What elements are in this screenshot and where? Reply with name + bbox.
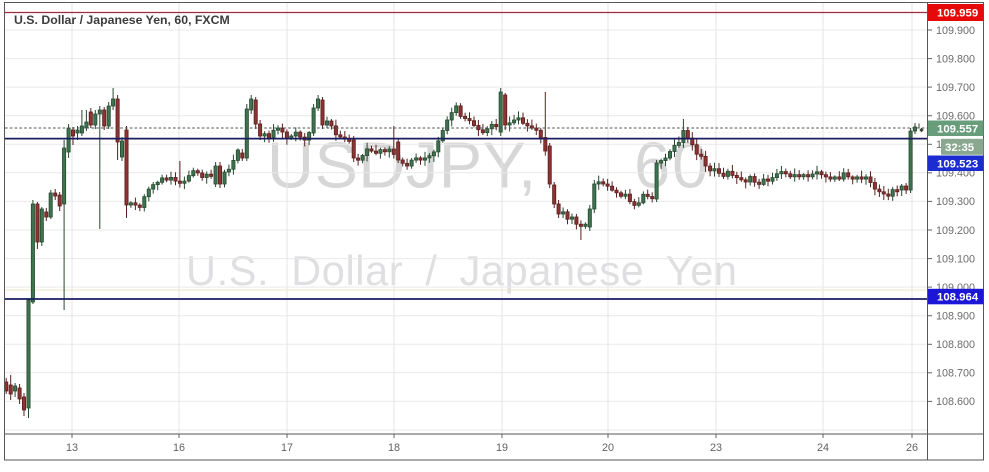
svg-text:19: 19 — [496, 442, 508, 454]
svg-text:24: 24 — [817, 442, 829, 454]
svg-text:108.900: 108.900 — [936, 311, 975, 323]
svg-text:26: 26 — [906, 442, 918, 454]
svg-text:109.700: 109.700 — [936, 82, 975, 94]
svg-text:109.900: 109.900 — [936, 25, 975, 37]
svg-text:109.959: 109.959 — [937, 8, 978, 20]
svg-text:U.S. Dollar / Japanese Yen, 60: U.S. Dollar / Japanese Yen, 60, FXCM — [14, 13, 230, 27]
svg-text:108.964: 108.964 — [937, 292, 979, 304]
svg-text:16: 16 — [173, 442, 185, 454]
svg-text:USDJPY,: USDJPY, — [267, 129, 537, 202]
svg-text:17: 17 — [281, 442, 293, 454]
svg-text:18: 18 — [388, 442, 400, 454]
svg-text:108.700: 108.700 — [936, 368, 975, 380]
svg-text:109.557: 109.557 — [937, 123, 978, 135]
svg-text:23: 23 — [710, 442, 722, 454]
svg-text:20: 20 — [602, 442, 614, 454]
svg-text:109.800: 109.800 — [936, 53, 975, 65]
svg-text:13: 13 — [66, 442, 78, 454]
svg-text:108.600: 108.600 — [936, 396, 975, 408]
svg-text:109.100: 109.100 — [936, 253, 975, 265]
svg-text:60: 60 — [634, 129, 710, 202]
svg-text:108.800: 108.800 — [936, 339, 975, 351]
svg-text:109.600: 109.600 — [936, 111, 975, 123]
svg-text:32:35: 32:35 — [945, 142, 975, 154]
svg-text:109.200: 109.200 — [936, 225, 975, 237]
svg-text:109.300: 109.300 — [936, 196, 975, 208]
svg-text:109.523: 109.523 — [937, 158, 978, 170]
svg-text:U.S. Dollar / Japanese Yen: U.S. Dollar / Japanese Yen — [186, 247, 738, 294]
